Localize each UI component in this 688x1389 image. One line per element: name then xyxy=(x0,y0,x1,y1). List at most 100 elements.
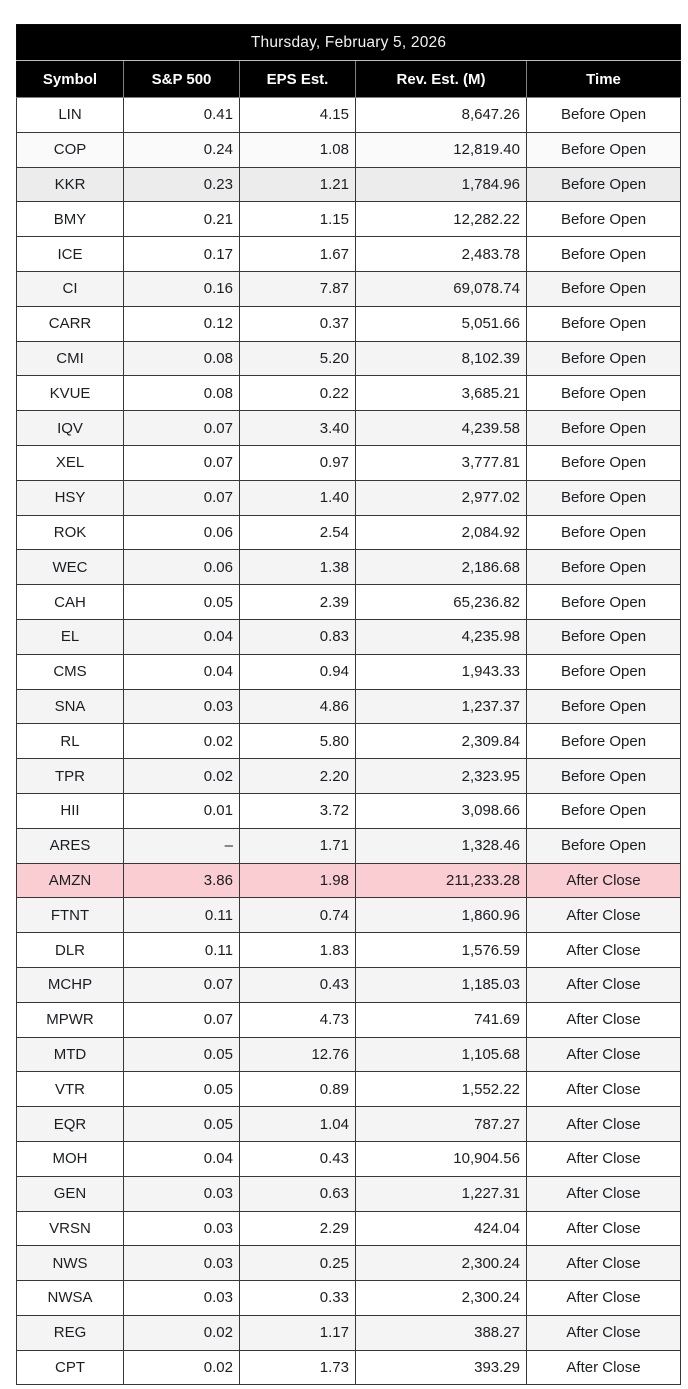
revenue-estimate-cell: 2,309.84 xyxy=(355,723,527,760)
symbol-cell: EL xyxy=(16,618,124,655)
table-row-eqr: EQR 0.05 1.04 787.27 After Close xyxy=(16,1106,682,1142)
report-time-cell: After Close xyxy=(525,1071,682,1108)
sp500-weight-cell: 0.07 xyxy=(123,479,240,516)
symbol-cell: ARES xyxy=(16,827,124,864)
revenue-estimate-cell: 211,233.28 xyxy=(355,862,527,899)
table-row-rl: RL 0.02 5.80 2,309.84 Before Open xyxy=(16,723,682,760)
revenue-estimate-cell: 1,943.33 xyxy=(355,653,527,690)
table-row-ice: ICE 0.17 1.67 2,483.78 Before Open xyxy=(16,236,682,272)
eps-estimate-cell: 5.20 xyxy=(239,340,356,377)
sp500-weight-cell: 0.08 xyxy=(123,340,240,377)
report-time-cell: After Close xyxy=(525,1175,682,1212)
sp500-weight-cell: 0.11 xyxy=(123,932,240,968)
sp500-weight-cell: 0.07 xyxy=(123,444,240,481)
symbol-cell: NWS xyxy=(16,1245,124,1282)
revenue-estimate-cell: 1,860.96 xyxy=(355,897,527,934)
table-row-ci: CI 0.16 7.87 69,078.74 Before Open xyxy=(16,270,682,307)
revenue-estimate-cell: 2,483.78 xyxy=(355,236,527,272)
revenue-estimate-cell: 1,784.96 xyxy=(355,166,527,203)
eps-estimate-cell: 2.29 xyxy=(239,1210,356,1247)
sp500-weight-cell: 0.07 xyxy=(123,966,240,1003)
symbol-cell: KKR xyxy=(16,166,124,203)
table-row-hii: HII 0.01 3.72 3,098.66 Before Open xyxy=(16,792,682,829)
revenue-estimate-cell: 3,777.81 xyxy=(355,444,527,481)
revenue-estimate-cell: 388.27 xyxy=(355,1314,527,1351)
symbol-cell: AMZN xyxy=(16,862,124,899)
eps-estimate-cell: 4.15 xyxy=(239,97,356,133)
sp500-weight-cell: 0.24 xyxy=(123,131,240,168)
report-time-cell: Before Open xyxy=(525,758,682,794)
eps-estimate-cell: 0.94 xyxy=(239,653,356,690)
sp500-weight-cell: 0.07 xyxy=(123,410,240,446)
table-row-cop: COP 0.24 1.08 12,819.40 Before Open xyxy=(16,131,682,168)
eps-estimate-cell: 0.89 xyxy=(239,1071,356,1108)
eps-estimate-cell: 1.15 xyxy=(239,201,356,238)
sp500-weight-cell: 0.17 xyxy=(123,236,240,272)
sp500-weight-cell: 0.21 xyxy=(123,201,240,238)
report-time-cell: Before Open xyxy=(525,827,682,864)
eps-estimate-cell: 2.20 xyxy=(239,758,356,794)
revenue-estimate-cell: 3,685.21 xyxy=(355,375,527,412)
eps-estimate-cell: 0.37 xyxy=(239,305,356,342)
eps-estimate-cell: 1.08 xyxy=(239,131,356,168)
revenue-estimate-cell: 8,647.26 xyxy=(355,97,527,133)
report-time-cell: Before Open xyxy=(525,375,682,412)
revenue-estimate-cell: 69,078.74 xyxy=(355,270,527,307)
symbol-cell: LIN xyxy=(16,97,124,133)
report-time-cell: After Close xyxy=(525,1245,682,1282)
eps-estimate-cell: 3.72 xyxy=(239,792,356,829)
sp500-weight-cell: 3.86 xyxy=(123,862,240,899)
symbol-cell: KVUE xyxy=(16,375,124,412)
eps-estimate-cell: 0.97 xyxy=(239,444,356,481)
symbol-cell: TPR xyxy=(16,758,124,794)
revenue-estimate-cell: 4,239.58 xyxy=(355,410,527,446)
sp500-weight-cell: 0.03 xyxy=(123,1175,240,1212)
report-time-cell: Before Open xyxy=(525,270,682,307)
table-row-lin: LIN 0.41 4.15 8,647.26 Before Open xyxy=(16,97,682,133)
sp500-weight-cell: 0.05 xyxy=(123,1071,240,1108)
report-time-cell: Before Open xyxy=(525,514,682,551)
table-row-vtr: VTR 0.05 0.89 1,552.22 After Close xyxy=(16,1071,682,1108)
revenue-estimate-cell: 424.04 xyxy=(355,1210,527,1247)
report-time-cell: Before Open xyxy=(525,97,682,133)
revenue-estimate-cell: 1,185.03 xyxy=(355,966,527,1003)
table-row-amzn: AMZN 3.86 1.98 211,233.28 After Close xyxy=(16,862,682,899)
sp500-weight-cell: 0.05 xyxy=(123,584,240,620)
sp500-weight-cell: 0.11 xyxy=(123,897,240,934)
sp500-weight-cell: 0.41 xyxy=(123,97,240,133)
eps-estimate-cell: 4.73 xyxy=(239,1001,356,1038)
eps-estimate-cell: 4.86 xyxy=(239,688,356,725)
revenue-estimate-cell: 1,237.37 xyxy=(355,688,527,725)
revenue-estimate-cell: 1,328.46 xyxy=(355,827,527,864)
table-row-cmi: CMI 0.08 5.20 8,102.39 Before Open xyxy=(16,340,682,377)
table-row-ares: ARES –1.71 1,328.46 Before Open xyxy=(16,827,682,864)
date-header-row: Thursday, February 5, 2026 xyxy=(15,24,682,61)
table-row-nws: NWS 0.03 0.25 2,300.24 After Close xyxy=(16,1245,682,1282)
symbol-cell: ROK xyxy=(16,514,124,551)
report-time-cell: Before Open xyxy=(525,444,682,481)
eps-estimate-cell: 7.87 xyxy=(239,270,356,307)
sp500-weight-cell: 0.03 xyxy=(123,1210,240,1247)
table-row-ftnt: FTNT 0.11 0.74 1,860.96 After Close xyxy=(16,897,682,934)
revenue-estimate-cell: 5,051.66 xyxy=(355,305,527,342)
sp500-weight-cell: 0.02 xyxy=(123,1314,240,1351)
report-time-cell: Before Open xyxy=(525,723,682,760)
eps-estimate-cell: 1.21 xyxy=(239,166,356,203)
symbol-cell: CMI xyxy=(16,340,124,377)
report-time-cell: After Close xyxy=(525,1314,682,1351)
report-time-cell: After Close xyxy=(525,1036,682,1073)
sp500-weight-cell: 0.07 xyxy=(123,1001,240,1038)
table-row-mtd: MTD 0.05 12.76 1,105.68 After Close xyxy=(16,1036,682,1073)
eps-estimate-cell: 0.25 xyxy=(239,1245,356,1282)
eps-estimate-cell: 0.43 xyxy=(239,1140,356,1177)
revenue-estimate-cell: 3,098.66 xyxy=(355,792,527,829)
column-header-symbol: Symbol xyxy=(16,60,124,98)
revenue-estimate-cell: 1,576.59 xyxy=(355,932,527,968)
symbol-cell: MTD xyxy=(16,1036,124,1073)
revenue-estimate-cell: 1,227.31 xyxy=(355,1175,527,1212)
eps-estimate-cell: 5.80 xyxy=(239,723,356,760)
report-time-cell: Before Open xyxy=(525,201,682,238)
earnings-calendar-table: Thursday, February 5, 2026 Symbol S&P 50… xyxy=(15,24,682,1386)
sp500-weight-cell: 0.03 xyxy=(123,688,240,725)
